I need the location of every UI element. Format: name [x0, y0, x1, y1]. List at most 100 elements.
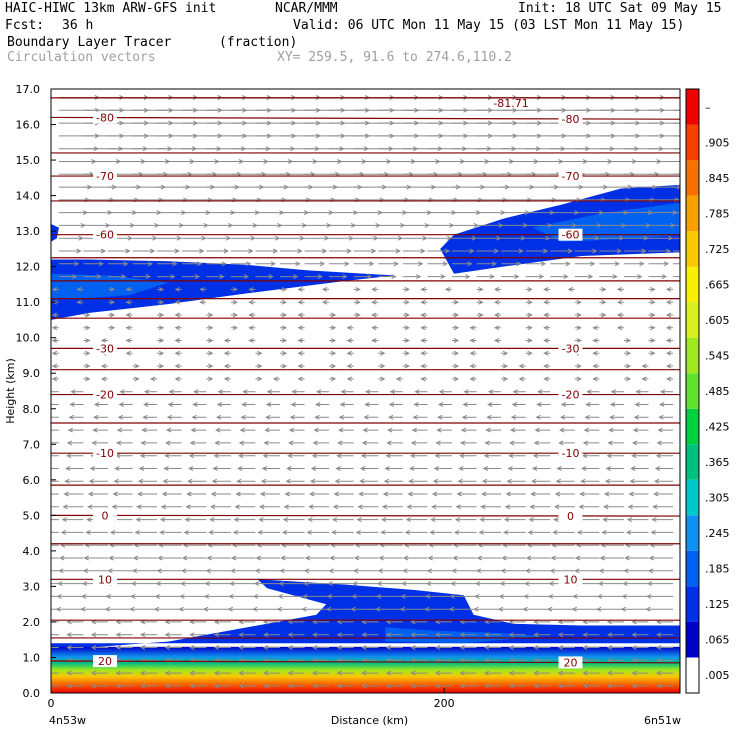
- vector-arrow: [457, 478, 477, 484]
- vector-arrow: [629, 478, 649, 484]
- vector-arrow: [654, 466, 674, 471]
- vector-arrow: [402, 555, 428, 561]
- vector-arrow: [389, 389, 403, 395]
- vector-arrow: [651, 517, 674, 523]
- vector-arrow: [650, 529, 674, 535]
- vector-arrow: [537, 389, 551, 395]
- vector-arrow: [143, 389, 158, 395]
- vector-arrow: [189, 670, 207, 676]
- vector-arrow: [157, 286, 165, 292]
- x-tick-label: 0: [48, 697, 55, 710]
- vector-arrow: [582, 657, 600, 663]
- vector-arrow: [549, 568, 575, 574]
- y-tick-label: 5.0: [23, 509, 41, 522]
- vector-arrow: [159, 517, 182, 523]
- vector-arrow: [51, 493, 59, 495]
- vector-arrow: [659, 389, 674, 395]
- vector-arrow: [280, 248, 303, 254]
- vector-arrow: [63, 491, 84, 497]
- vector-arrow: [557, 670, 575, 676]
- vector-arrow: [108, 299, 116, 305]
- vector-arrow: [311, 670, 330, 676]
- vector-arrow: [139, 453, 158, 459]
- vector-arrow: [51, 659, 59, 661]
- vector-arrow: [508, 632, 526, 638]
- vector-arrow: [420, 363, 428, 369]
- vector-arrow: [51, 506, 59, 508]
- y-tick-label: 17.0: [16, 83, 41, 96]
- valid-time: Valid: 06 UTC Mon 11 May 15 (03 LST Mon …: [293, 18, 685, 33]
- vector-arrow: [67, 427, 84, 433]
- vector-arrow: [212, 466, 231, 471]
- vector-arrow: [420, 376, 428, 382]
- vector-arrow: [113, 478, 133, 484]
- vector-arrow: [452, 299, 460, 305]
- vector-arrow: [501, 363, 509, 369]
- vector-arrow: [335, 466, 354, 471]
- vector-arrow: [205, 568, 231, 574]
- isotherm-label-bg: [558, 656, 583, 669]
- vector-arrow: [289, 414, 305, 420]
- vector-arrow: [83, 338, 91, 343]
- vector-arrow: [58, 235, 84, 241]
- colorbar-label: .785: [705, 207, 730, 220]
- y-tick-label: 1.0: [23, 651, 41, 664]
- vector-arrow: [206, 555, 231, 561]
- vector-arrow: [115, 645, 133, 650]
- vector-arrow: [181, 235, 207, 241]
- colorbar-label: .065: [705, 634, 730, 647]
- vector-arrow: [287, 440, 305, 446]
- vector-arrow: [213, 632, 231, 638]
- vector-arrow: [238, 670, 256, 676]
- vector-arrow: [206, 376, 214, 382]
- vector-arrow: [483, 632, 502, 638]
- vector-arrow: [365, 389, 379, 395]
- vector-arrow: [501, 235, 527, 241]
- vector-arrow: [402, 325, 410, 331]
- colorbar-swatch: [686, 515, 699, 551]
- vector-arrow: [543, 376, 551, 382]
- vector-arrow: [157, 235, 183, 241]
- vector-arrow: [206, 338, 214, 343]
- vector-arrow: [582, 632, 600, 638]
- vector-arrow: [272, 376, 280, 382]
- vector-arrow: [387, 427, 403, 433]
- vector-arrow: [592, 376, 600, 382]
- vector-arrow: [673, 199, 680, 201]
- vector-arrow: [206, 363, 214, 369]
- vector-arrow: [264, 427, 280, 433]
- vector-arrow: [206, 235, 232, 241]
- vector-arrow: [434, 453, 452, 459]
- isotherm-label-bg: [558, 112, 583, 125]
- vector-arrow: [297, 299, 305, 305]
- vector-arrow: [522, 606, 551, 612]
- vector-arrow: [174, 286, 182, 292]
- colorbar-label: .545: [705, 349, 730, 362]
- vector-arrow: [601, 529, 624, 535]
- vector-arrow: [118, 402, 133, 407]
- vector-arrow: [431, 491, 452, 497]
- vector-arrow: [646, 593, 674, 599]
- vector-arrow: [384, 466, 403, 471]
- vector-arrow: [51, 557, 59, 559]
- vector-arrow: [321, 286, 330, 292]
- vector-arrow: [51, 621, 59, 623]
- vector-arrow: [315, 389, 330, 395]
- vector-arrow: [229, 581, 256, 587]
- vector-arrow: [592, 363, 600, 369]
- vector-arrow: [260, 478, 280, 484]
- vector-arrow: [378, 363, 386, 369]
- vector-arrow: [452, 363, 460, 369]
- vector-arrow: [596, 606, 624, 612]
- vector-arrow: [469, 376, 477, 382]
- vector-arrow: [375, 593, 403, 599]
- colorbar-label: .005: [705, 669, 730, 682]
- vector-arrow: [655, 670, 674, 676]
- isotherm-label: 20: [98, 655, 112, 668]
- vector-arrow: [51, 455, 59, 457]
- vector-arrow: [181, 555, 207, 561]
- vector-arrow: [59, 555, 84, 561]
- vector-arrow: [582, 670, 600, 676]
- vector-arrow: [51, 468, 59, 469]
- vector-arrow: [616, 325, 624, 331]
